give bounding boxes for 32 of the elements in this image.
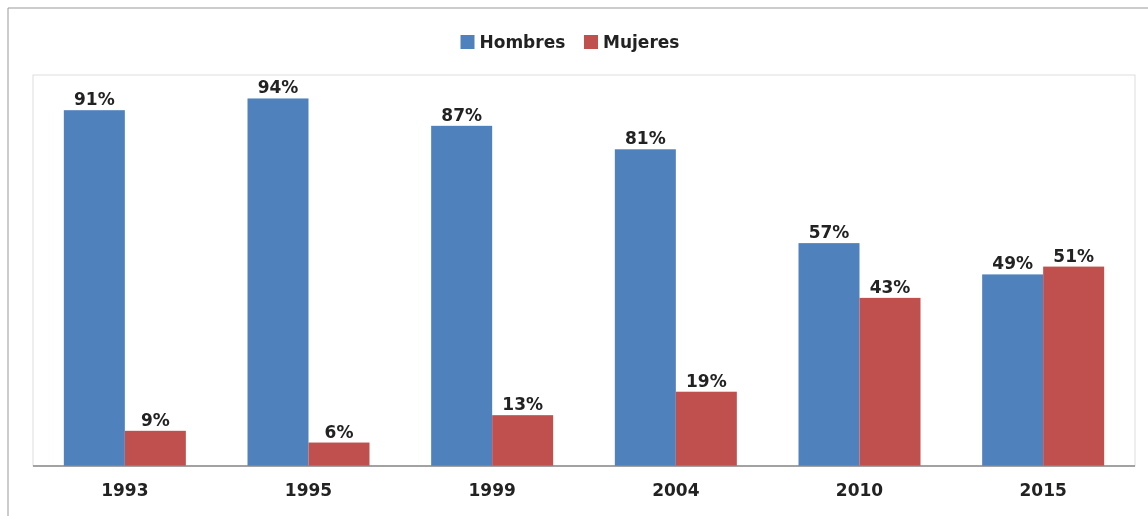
data-label: 87%	[441, 104, 483, 125]
legend-label: Hombres	[479, 32, 566, 52]
bar	[492, 415, 554, 466]
bar	[982, 274, 1044, 466]
data-label: 57%	[808, 222, 850, 243]
bar	[247, 98, 309, 466]
bar	[63, 110, 125, 466]
bar	[859, 297, 921, 466]
data-label: 9%	[140, 409, 170, 430]
data-label: 91%	[73, 89, 115, 110]
bar	[124, 430, 186, 466]
x-tick-label: 1995	[284, 480, 333, 500]
data-label: 49%	[992, 253, 1034, 274]
bar	[1043, 266, 1105, 466]
x-tick-label: 2015	[1019, 480, 1067, 500]
data-label: 94%	[257, 77, 299, 98]
legend-label: Mujeres	[603, 32, 680, 52]
x-tick-label: 1993	[101, 480, 149, 500]
data-label: 51%	[1053, 245, 1095, 266]
data-label: 6%	[324, 421, 354, 442]
bar	[675, 391, 737, 466]
data-label: 81%	[624, 128, 666, 149]
bar	[614, 149, 676, 466]
bar	[798, 243, 860, 466]
x-tick-label: 2010	[835, 480, 884, 500]
data-label: 13%	[502, 394, 544, 415]
x-tick-label: 1999	[468, 480, 516, 500]
data-label: 43%	[869, 276, 911, 297]
bar	[308, 442, 370, 466]
data-label: 19%	[685, 370, 727, 391]
bar	[431, 125, 493, 466]
x-tick-label: 2004	[652, 480, 700, 500]
